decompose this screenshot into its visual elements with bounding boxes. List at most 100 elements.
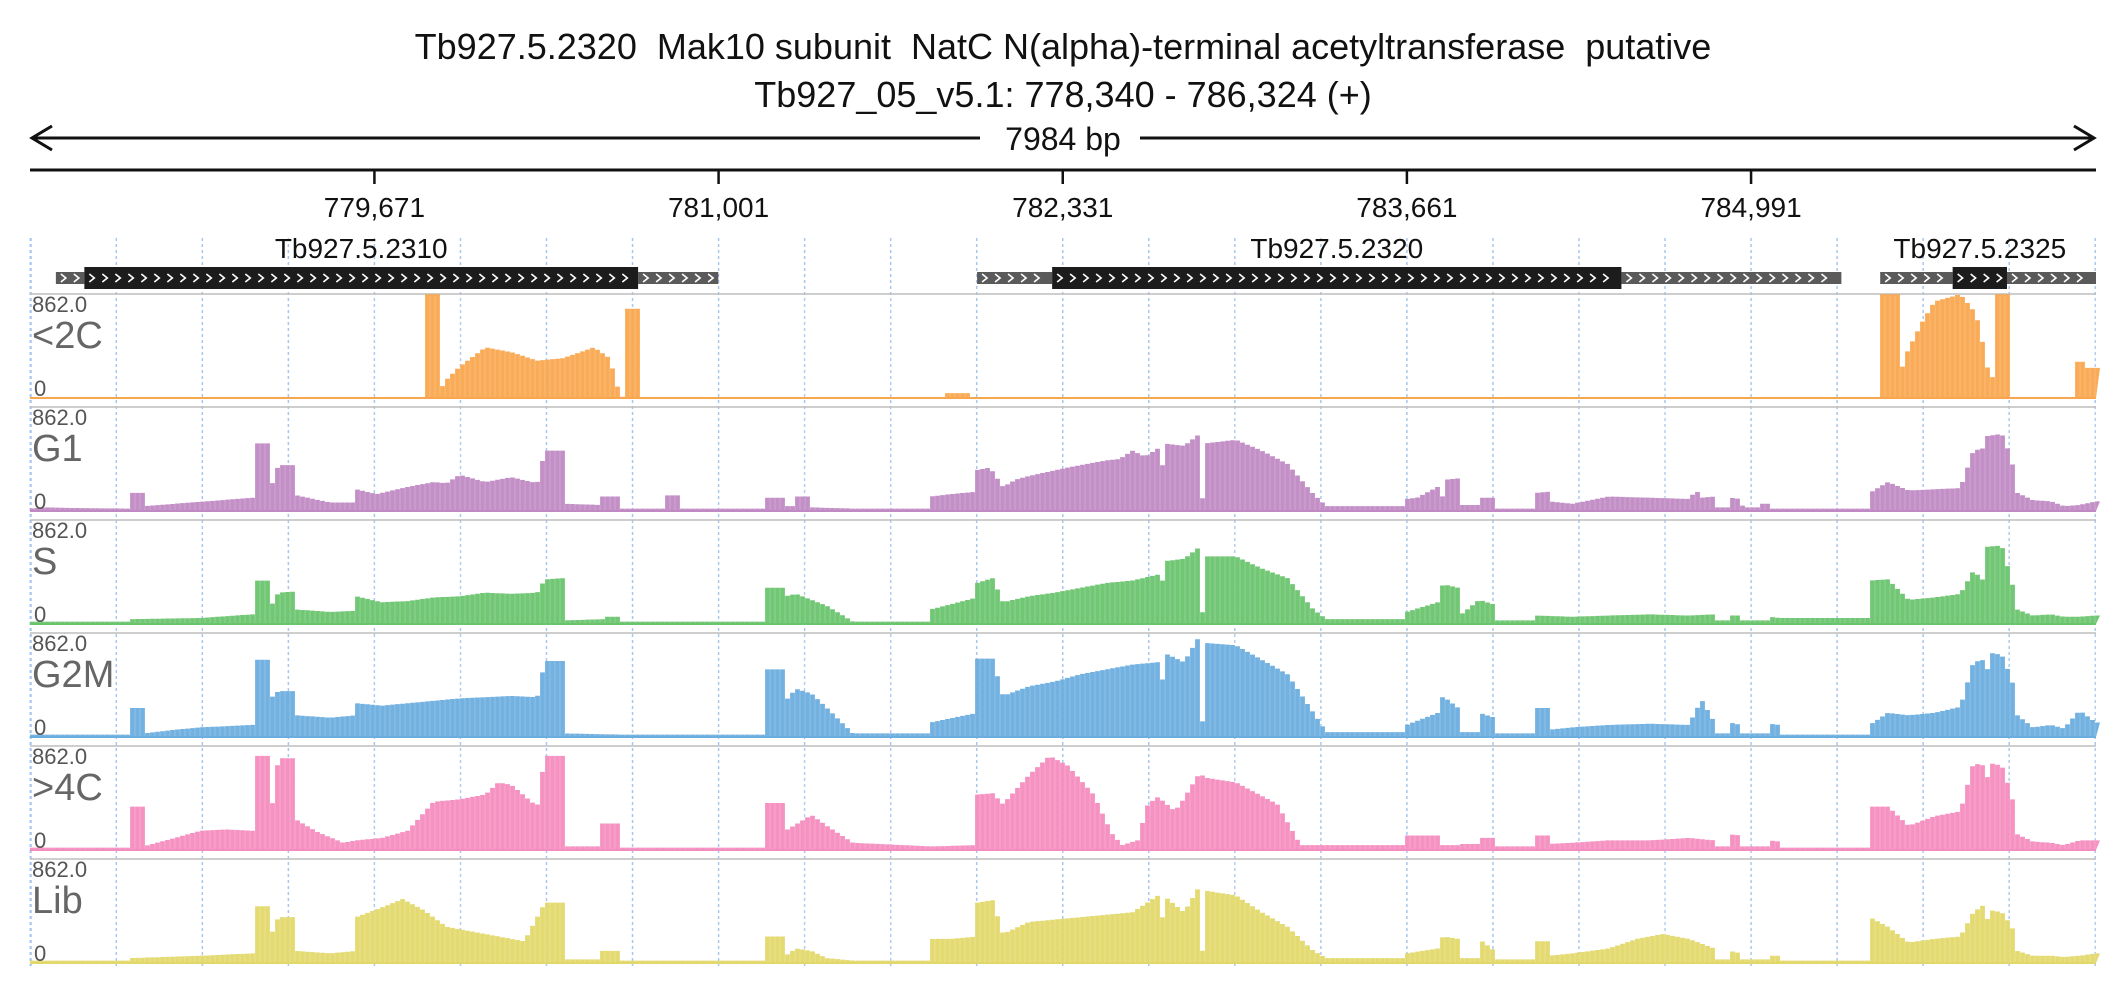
gene-utr3-1-chevron — [1638, 273, 1646, 283]
gene-utr3-2 — [2006, 272, 2096, 284]
gene-utr5-0-chevron — [60, 273, 68, 283]
gene-utr5-1-chevron — [981, 273, 989, 283]
track-ymax-label-5: 862.0 — [32, 857, 87, 882]
gene-utr3-2-chevron — [2063, 273, 2071, 283]
gene-cds-0-chevron — [296, 273, 304, 283]
gene-utr3-1-chevron — [1768, 273, 1776, 283]
figure-title: Tb927.5.2320 Mak10 subunit NatC N(alpha)… — [414, 26, 1712, 67]
gene-utr3-2-chevron — [2050, 273, 2058, 283]
gene-cds-0-chevron — [478, 273, 486, 283]
gene-cds-0-chevron — [543, 273, 551, 283]
gene-cds-1-chevron — [1251, 273, 1259, 283]
gene-cds-1-chevron — [1160, 273, 1168, 283]
gene-cds-2-chevron — [1983, 273, 1990, 283]
gene-label-2: Tb927.5.2325 — [1893, 233, 2066, 264]
gene-cds-1-chevron — [1108, 273, 1116, 283]
gene-cds-0-chevron — [257, 273, 265, 283]
gene-utr5-0-chevron — [73, 273, 81, 283]
gene-cds-0-chevron — [465, 273, 473, 283]
gene-utr5-1-chevron — [1033, 273, 1041, 283]
track-name-5: Lib — [32, 880, 83, 922]
gene-cds-1-chevron — [1381, 273, 1389, 283]
span-arrow-right — [2073, 124, 2097, 152]
gene-cds-0 — [84, 267, 639, 289]
gene-utr5-2-chevron — [1897, 273, 1905, 283]
gene-cds-1-chevron — [1316, 273, 1324, 283]
gene-cds-0-chevron — [179, 273, 187, 283]
gene-cds-0-chevron — [127, 273, 135, 283]
gene-label-0: Tb927.5.2310 — [275, 233, 448, 264]
gene-cds-0-chevron — [153, 273, 161, 283]
gene-cds-0-chevron — [374, 273, 382, 283]
gene-cds-1-chevron — [1498, 273, 1506, 283]
gene-cds-0-chevron — [192, 273, 200, 283]
track-ymin-label-4: 0 — [34, 828, 46, 853]
gene-utr3-2-chevron — [2024, 273, 2032, 283]
gene-Tb927.5.2320: Tb927.5.2320 — [977, 233, 1842, 289]
gene-Tb927.5.2310: Tb927.5.2310 — [55, 233, 719, 289]
gene-cds-1-chevron — [1602, 273, 1610, 283]
gene-utr3-0-chevron — [655, 273, 663, 283]
axis-tick-label-3: 783,661 — [1356, 192, 1457, 223]
gene-cds-0-chevron — [569, 273, 577, 283]
gene-cds-0-chevron — [335, 273, 343, 283]
track-ymin-label-3: 0 — [34, 715, 46, 740]
span-ruler: 7984 bp — [29, 121, 2097, 157]
gene-utr3-1-chevron — [1664, 273, 1672, 283]
gene-cds-1-chevron — [1264, 273, 1272, 283]
gene-utr3-2-chevron — [2037, 273, 2045, 283]
gene-cds-1-chevron — [1329, 273, 1337, 283]
gene-cds-1-chevron — [1186, 273, 1194, 283]
gene-utr3-1-chevron — [1625, 273, 1633, 283]
track-ymax-label-1: 862.0 — [32, 405, 87, 430]
gene-cds-1-chevron — [1407, 273, 1415, 283]
gene-utr3-1-chevron — [1729, 273, 1737, 283]
track-ymax-label-0: 862.0 — [32, 292, 87, 317]
gene-cds-2-chevron — [1970, 273, 1977, 283]
gene-utr3-1-chevron — [1677, 273, 1685, 283]
figure-subtitle: Tb927_05_v5.1: 778,340 - 786,324 (+) — [754, 74, 1372, 115]
gene-utr5-2-chevron — [1923, 273, 1931, 283]
gene-cds-1-chevron — [1069, 273, 1077, 283]
gene-cds-0-chevron — [270, 273, 278, 283]
gene-utr3-0 — [638, 272, 719, 284]
gene-cds-0-chevron — [439, 273, 447, 283]
gene-cds-1-chevron — [1147, 273, 1155, 283]
gene-utr5-2-chevron — [1884, 273, 1892, 283]
gene-utr5-2-chevron — [1936, 273, 1944, 283]
gene-cds-1-chevron — [1095, 273, 1103, 283]
gene-utr3-0-chevron — [642, 273, 650, 283]
track-ymin-label-0: 0 — [34, 376, 46, 401]
gene-cds-0-chevron — [218, 273, 226, 283]
gene-cds-0-chevron — [166, 273, 174, 283]
gene-utr5-1-chevron — [1020, 273, 1028, 283]
gene-cds-0-chevron — [556, 273, 564, 283]
gene-cds-1 — [1052, 267, 1622, 289]
gene-cds-0-chevron — [244, 273, 252, 283]
track-0: 862.0<2C 0 — [30, 292, 2100, 401]
gene-cds-1-chevron — [1199, 273, 1207, 283]
gene-cds-1-chevron — [1576, 273, 1584, 283]
gene-cds-0-chevron — [621, 273, 629, 283]
gene-cds-0-chevron — [231, 273, 239, 283]
gene-cds-0-chevron — [140, 273, 148, 283]
gene-cds-0-chevron — [88, 273, 96, 283]
gene-cds-1-chevron — [1563, 273, 1571, 283]
coverage-tracks: 862.0<2C0862.0G10862.0S0862.0G2M0862.0>4… — [30, 292, 2100, 966]
axis-tick-label-2: 782,331 — [1012, 192, 1113, 223]
coordinate-axis: 779,671 781,001 782,331 783,661 784,991 — [30, 168, 2096, 223]
gene-Tb927.5.2325: Tb927.5.2325 — [1880, 233, 2096, 289]
gene-cds-0-chevron — [283, 273, 291, 283]
gene-cds-1-chevron — [1472, 273, 1480, 283]
gene-cds-1-chevron — [1459, 273, 1467, 283]
gene-cds-0-chevron — [491, 273, 499, 283]
gene-cds-0-chevron — [387, 273, 395, 283]
gene-utr3-1-chevron — [1690, 273, 1698, 283]
track-1: 862.0G1 0 — [30, 405, 2100, 514]
gene-utr3-1-chevron — [1781, 273, 1789, 283]
gene-label-1: Tb927.5.2320 — [1250, 233, 1423, 264]
gene-cds-1-chevron — [1238, 273, 1246, 283]
